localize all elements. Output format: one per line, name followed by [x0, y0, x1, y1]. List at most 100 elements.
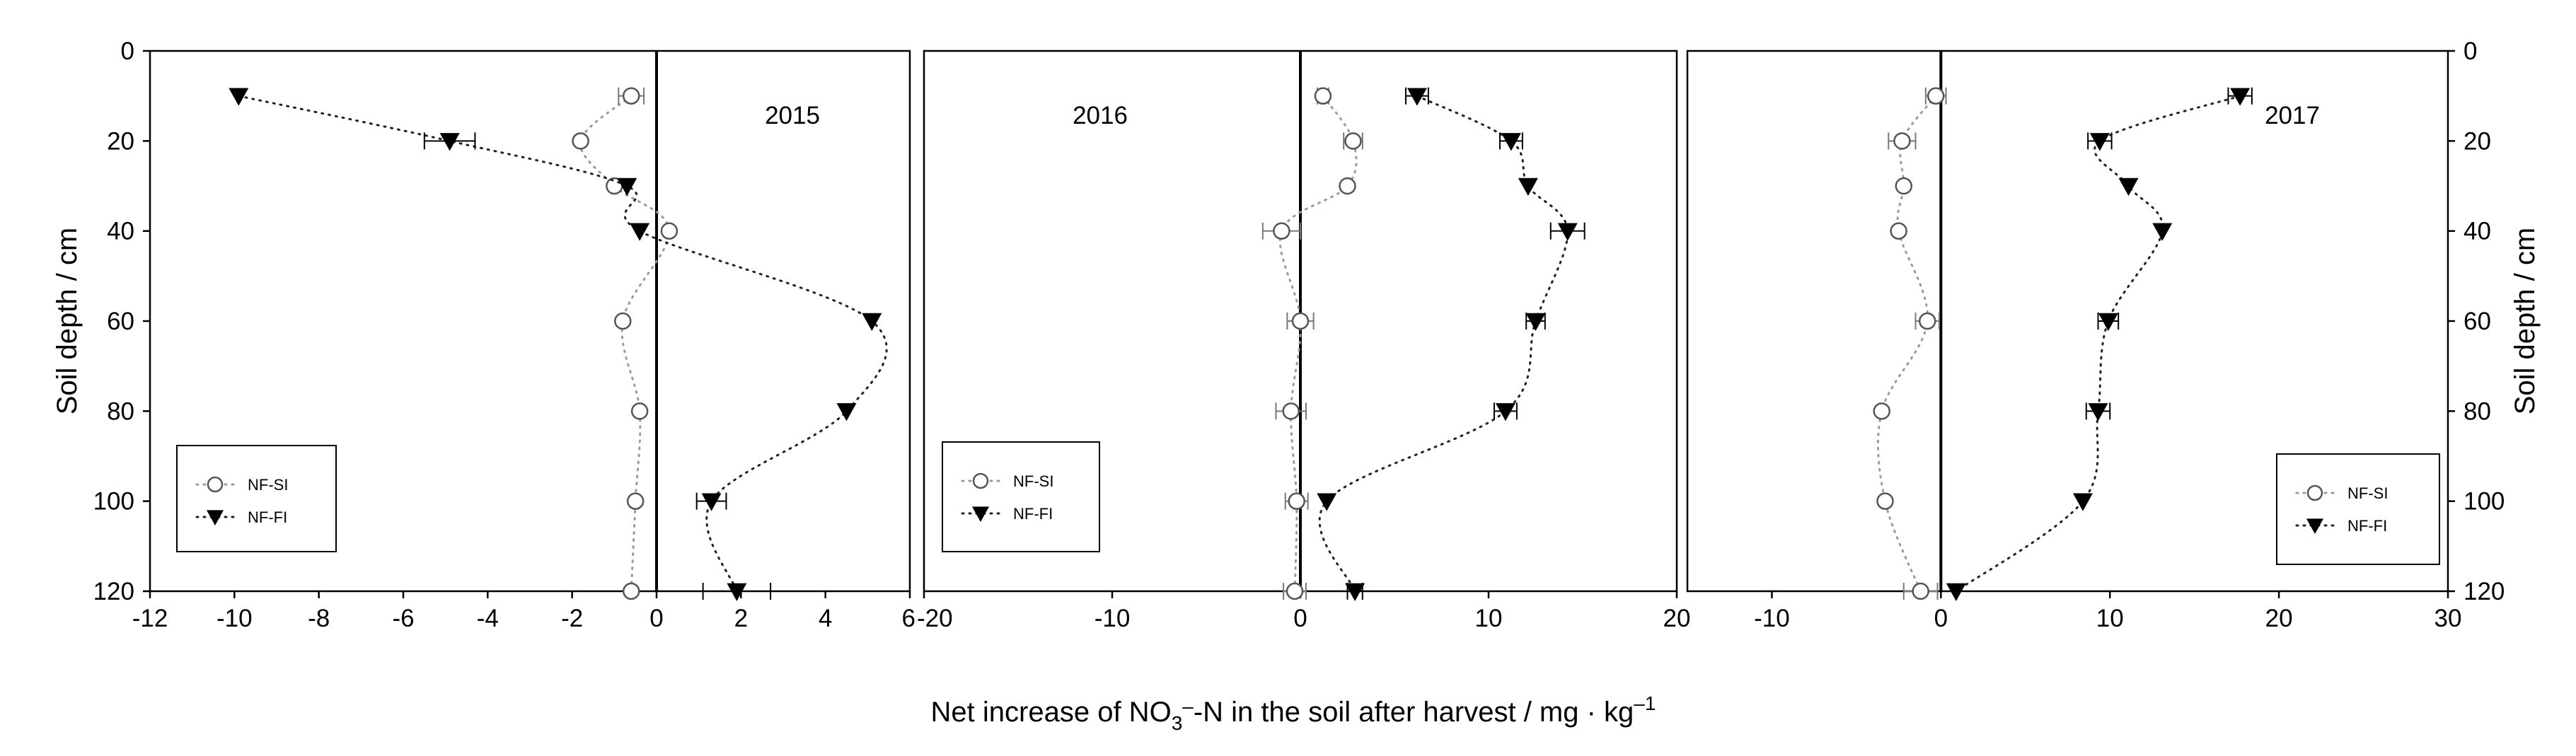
chart-panel-2015: -12 -10 -8 -6 -4 -2 0 2 4 60204060801001202015NF-…: [93, 37, 916, 632]
data-point-nf-fi: [701, 493, 722, 511]
data-point-nf-si: [622, 87, 640, 105]
y-tick-label: 0: [2464, 37, 2477, 65]
legend-marker-nf-si: [972, 472, 989, 489]
x-tick-label: 10: [1475, 605, 1503, 632]
x-tick-label: -10: [1094, 605, 1131, 632]
legend: NF-SI NF-FI: [942, 441, 1100, 552]
data-point-nf-si: [1873, 402, 1890, 420]
data-point-nf-fi: [2230, 88, 2251, 106]
data-point-nf-si: [572, 132, 589, 150]
x-axis-title-sup1: –: [1182, 695, 1194, 717]
data-point-nf-fi: [1525, 313, 1546, 331]
y-tick-label: 0: [121, 37, 134, 65]
legend-box: [2276, 453, 2440, 565]
data-point-nf-si: [1291, 312, 1310, 330]
y-tick-label: 20: [2464, 127, 2491, 155]
x-tick-label: 20: [1663, 605, 1691, 632]
x-tick-label: -20: [917, 605, 953, 632]
data-point-nf-fi: [1495, 403, 1515, 421]
data-point-nf-fi: [617, 178, 637, 196]
x-tick-label: 0: [1293, 605, 1307, 632]
panel-year-label: 2015: [765, 102, 820, 129]
data-point-nf-fi: [1317, 493, 1337, 511]
legend-label: NF-FI: [248, 508, 287, 526]
data-point-nf-si: [1876, 492, 1894, 510]
x-tick-label: 30: [2435, 605, 2462, 632]
data-point-nf-si: [614, 312, 632, 330]
panel-year-label: 2017: [2265, 102, 2320, 129]
legend-label: NF-SI: [1013, 472, 1053, 490]
data-point-nf-fi: [2118, 178, 2139, 196]
y-tick-label: 100: [2464, 488, 2505, 516]
data-point-nf-si: [1890, 222, 1907, 240]
data-point-nf-si: [626, 492, 645, 510]
data-point-nf-si: [660, 222, 678, 240]
x-tick-label: -10: [1754, 605, 1790, 632]
data-point-nf-fi: [1518, 178, 1538, 196]
legend-box: [176, 445, 337, 552]
y-tick-label: 80: [2464, 397, 2491, 425]
data-point-nf-si: [622, 582, 640, 600]
data-point-nf-si: [1273, 222, 1290, 240]
series-line-NF-SI: [1278, 95, 1358, 593]
data-point-nf-fi: [630, 223, 650, 241]
data-point-nf-si: [1282, 402, 1300, 420]
y-axis-title-right: Soil depth / cm: [2509, 228, 2541, 415]
data-point-nf-fi: [439, 133, 460, 151]
y-axis-title-left: Soil depth / cm: [52, 228, 83, 415]
series-line-NF-FI: [1955, 95, 2241, 593]
x-tick-label: 20: [2265, 605, 2293, 632]
data-point-nf-fi: [1501, 133, 1521, 151]
y-tick-label: 40: [2464, 218, 2491, 245]
x-tick-label: 0: [649, 605, 663, 632]
data-point-nf-si: [1912, 582, 1929, 600]
data-point-nf-fi: [1557, 223, 1578, 241]
y-tick-label: 20: [107, 127, 134, 155]
data-point-nf-si: [1927, 87, 1945, 105]
data-point-nf-si: [630, 402, 649, 420]
panel-year-label: 2016: [1073, 102, 1128, 129]
y-tick-label: 120: [2464, 578, 2505, 605]
legend-marker-nf-fi: [972, 506, 989, 522]
legend-label: NF-SI: [2347, 484, 2388, 502]
data-point-nf-fi: [2073, 493, 2093, 511]
data-point-nf-si: [1314, 87, 1332, 105]
x-tick-label: 0: [1934, 605, 1948, 632]
legend-label: NF-FI: [2347, 517, 2387, 535]
data-point-nf-si: [1918, 312, 1936, 330]
series-line-NF-FI: [237, 95, 888, 593]
legend-marker-nf-fi: [207, 510, 224, 525]
data-point-nf-fi: [2088, 403, 2108, 421]
data-point-nf-fi: [862, 313, 882, 331]
series-line-NF-FI: [1318, 95, 1569, 593]
y-tick-label: 40: [107, 218, 134, 245]
y-tick-label: 60: [2464, 308, 2491, 335]
data-point-nf-fi: [1946, 583, 1966, 601]
legend: NF-SI NF-FI: [2276, 453, 2440, 565]
legend-marker-nf-si: [207, 476, 224, 493]
data-point-nf-fi: [1345, 583, 1365, 601]
x-tick-label: 10: [2096, 605, 2124, 632]
x-tick-label: 4: [819, 605, 832, 632]
x-axis-title-sup2: –1: [1634, 692, 1656, 714]
x-tick-label: -2: [561, 605, 583, 632]
chart-panel-2017: -10 0 10 20 30 0 20 40 60 80 100 120 2017 NF-SI NF-FI: [1686, 37, 2505, 632]
chart-panel-2016: -20 -10 0 10 20 2016 NF-SI NF-FI: [917, 50, 1691, 632]
y-tick-label: 100: [93, 488, 134, 516]
legend-box: [942, 441, 1100, 552]
data-point-nf-fi: [1407, 88, 1427, 106]
x-tick-label: -12: [132, 605, 168, 632]
data-point-nf-si: [1286, 582, 1304, 600]
x-tick-label: -4: [477, 605, 499, 632]
x-axis-title-before: Net increase of NO: [931, 697, 1172, 728]
x-tick-label: 6: [902, 605, 916, 632]
legend-label: NF-SI: [248, 476, 288, 494]
series-line-NF-SI: [1877, 95, 1937, 593]
data-point-nf-fi: [2089, 133, 2110, 151]
x-axis-title-middle: -N in the soil after harvest / mg · kg: [1194, 697, 1634, 728]
x-tick-label: 2: [734, 605, 748, 632]
legend: NF-SI NF-FI: [176, 445, 337, 552]
legend-label: NF-FI: [1013, 505, 1053, 523]
data-point-nf-si: [1344, 132, 1362, 150]
